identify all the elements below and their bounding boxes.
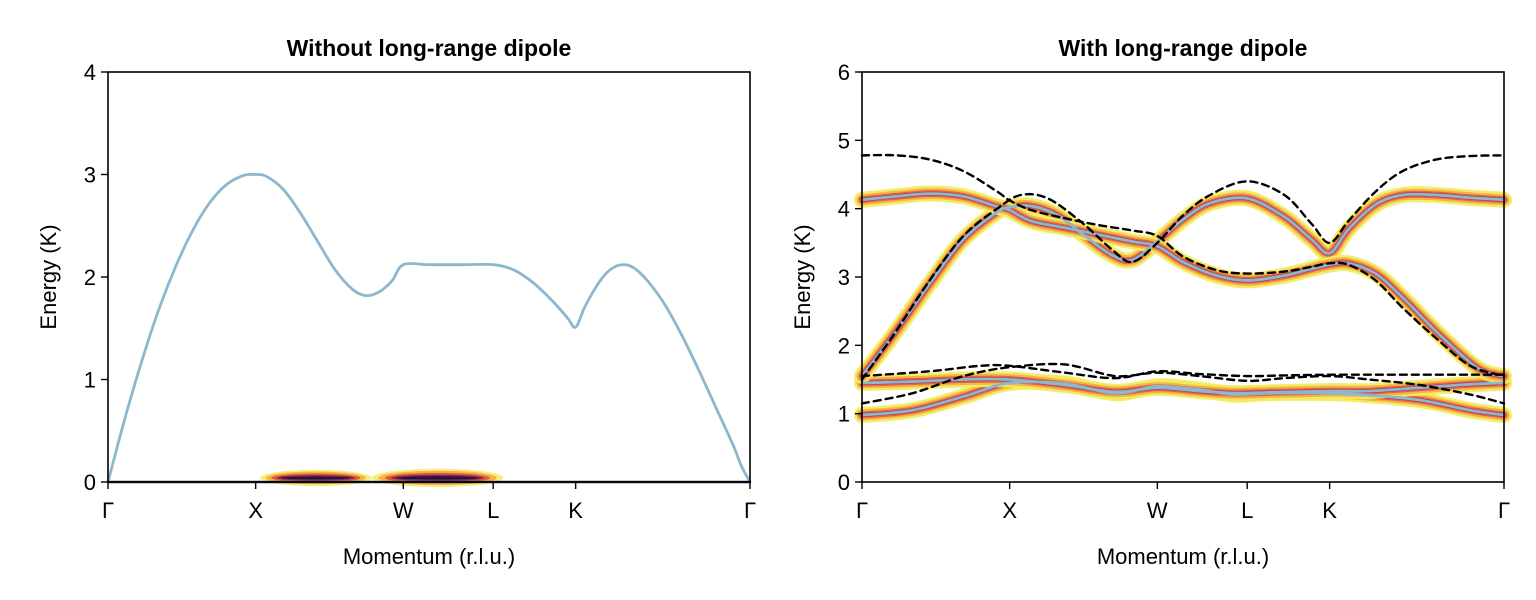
- y-tick-label: 3: [84, 163, 96, 188]
- plot-frame-left: [107, 71, 751, 483]
- x-tick-label: Γ: [102, 498, 114, 523]
- panel-left: Without long-range dipole 0 1 2 3 4 Γ X W L K Γ M…: [36, 35, 756, 569]
- y-tick-label: 1: [84, 368, 96, 393]
- series-line-spin-wave-dashed-2: [860, 363, 1506, 380]
- x-tick-label: K: [1322, 498, 1337, 523]
- y-ticks-right: 0 1 2 3 4 5 6: [838, 60, 862, 495]
- y-tick-label: 0: [84, 470, 96, 495]
- x-axis-label-left: Momentum (r.l.u.): [343, 544, 515, 569]
- x-tick-label: W: [393, 498, 414, 523]
- series-line-mode-3: [860, 192, 1506, 378]
- y-tick-label: 4: [838, 197, 850, 222]
- y-axis-label-left: Energy (K): [36, 224, 61, 329]
- intensity-patch: [396, 476, 479, 480]
- series-layer-left: [106, 172, 752, 484]
- intensity-patch: [281, 476, 351, 480]
- intensity-layer-left: [260, 468, 504, 488]
- y-tick-label: 2: [84, 265, 96, 290]
- y-ticks-left: 0 1 2 3 4: [84, 60, 108, 495]
- y-tick-label: 5: [838, 128, 850, 153]
- y-tick-label: 1: [838, 402, 850, 427]
- x-tick-label: X: [248, 498, 263, 523]
- x-tick-label: K: [568, 498, 583, 523]
- series-line-mode-2: [860, 377, 1506, 395]
- y-tick-label: 6: [838, 60, 850, 85]
- series-line-spin-wave-dashed-3: [860, 154, 1506, 381]
- x-tick-label: L: [1241, 498, 1253, 523]
- chart-title-right: With long-range dipole: [1059, 35, 1308, 61]
- plot-frame-right: [861, 71, 1505, 483]
- x-tick-label: Γ: [744, 498, 756, 523]
- series-line-dispersion: [106, 172, 752, 484]
- y-tick-label: 3: [838, 265, 850, 290]
- series-line-mode-4: [860, 192, 1506, 378]
- y-tick-label: 4: [84, 60, 96, 85]
- x-tick-label: W: [1147, 498, 1168, 523]
- series-line-spin-wave-dashed-1: [860, 362, 1506, 405]
- x-tick-label: Γ: [1498, 498, 1510, 523]
- x-tick-label: X: [1002, 498, 1017, 523]
- intensity-band: [860, 192, 1506, 379]
- series-line-spin-wave-dashed-4: [860, 153, 1506, 378]
- chart-title-left: Without long-range dipole: [287, 35, 572, 61]
- series-layer-right: [860, 153, 1506, 417]
- y-tick-label: 2: [838, 333, 850, 358]
- panel-right: With long-range dipole 0 1 2 3 4 5 6 Γ X W L K Γ Mo…: [790, 35, 1512, 569]
- y-axis-label-right: Energy (K): [790, 224, 815, 329]
- x-axis-label-right: Momentum (r.l.u.): [1097, 544, 1269, 569]
- x-tick-label: L: [487, 498, 499, 523]
- y-tick-label: 0: [838, 470, 850, 495]
- x-tick-label: Γ: [856, 498, 868, 523]
